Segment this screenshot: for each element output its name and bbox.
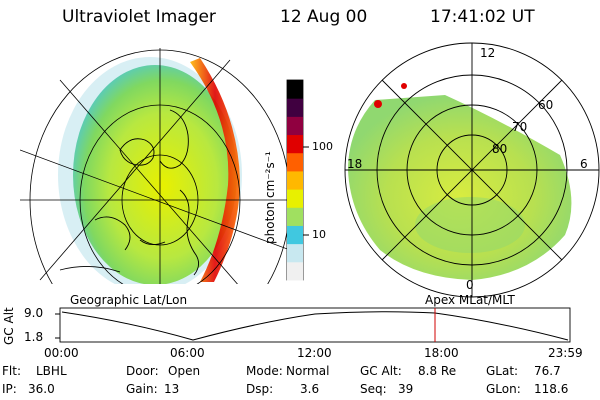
altitude-xtick: 23:59 xyxy=(548,346,583,360)
mode-label: Mode: xyxy=(246,364,283,378)
mlat-label-70: 70 xyxy=(512,120,528,134)
gcalt-label: GC Alt: xyxy=(360,364,402,378)
date-label: 12 Aug 00 xyxy=(280,7,368,27)
mlat-label-60: 60 xyxy=(538,98,554,112)
altitude-xtick: 18:00 xyxy=(424,346,459,360)
colorbar-segment xyxy=(287,170,303,190)
gain-value: 13 xyxy=(164,382,180,396)
dsp-value: 3.6 xyxy=(300,382,320,396)
gain-label: Gain: xyxy=(126,382,158,396)
altitude-ytick-top: 9.0 xyxy=(24,306,44,320)
colorbar-segment xyxy=(287,189,303,208)
seq-label: Seq: xyxy=(360,382,387,396)
colorbar-tick-10: 10 xyxy=(312,228,326,241)
geographic-caption: Geographic Lat/Lon xyxy=(70,293,188,307)
colorbar-segment xyxy=(287,152,303,172)
colorbar-segment xyxy=(287,243,303,263)
altitude-xtick: 06:00 xyxy=(170,346,205,360)
mlt-label-18: 18 xyxy=(347,157,363,171)
geographic-map xyxy=(20,48,288,284)
altitude-xtick: 12:00 xyxy=(297,346,332,360)
time-label: 17:41:02 UT xyxy=(430,7,535,27)
mlt-label-12: 12 xyxy=(480,46,496,60)
colorbar-segment xyxy=(287,116,303,136)
apex-caption: Apex MLat/MLT xyxy=(425,293,515,307)
glon-value: 118.6 xyxy=(534,382,569,396)
color-bar xyxy=(286,79,309,281)
mode-value: Normal xyxy=(286,364,330,378)
colorbar-segment xyxy=(287,261,303,281)
colorbar-segment xyxy=(287,225,303,245)
altitude-ytick-bottom: 1.8 xyxy=(24,330,44,344)
door-value: Open xyxy=(168,364,201,378)
altitude-xtick: 00:00 xyxy=(44,346,79,360)
glat-value: 76.7 xyxy=(534,364,561,378)
colorbar-segment xyxy=(287,134,303,154)
gcalt-value: 8.8 Re xyxy=(418,364,457,378)
door-label: Door: xyxy=(126,364,159,378)
colorbar-segment xyxy=(287,98,303,117)
ip-value: 36.0 xyxy=(28,382,55,396)
altitude-ylabel: GC Alt xyxy=(2,307,16,345)
ip-label: IP: xyxy=(2,382,17,396)
dsp-label: Dsp: xyxy=(246,382,274,396)
seq-value: 39 xyxy=(398,382,414,396)
instrument-title: Ultraviolet Imager xyxy=(62,7,216,27)
colorbar-unit-label: photon cm⁻²s⁻¹ xyxy=(263,151,277,244)
mlt-label-0: 0 xyxy=(466,278,474,292)
colorbar-tick-100: 100 xyxy=(312,140,333,153)
colorbar-segment xyxy=(287,207,303,226)
altitude-plot xyxy=(55,307,571,343)
mlt-label-6: 6 xyxy=(580,157,588,171)
glon-label: GLon: xyxy=(486,382,521,396)
glat-label: GLat: xyxy=(486,364,519,378)
colorbar-segment xyxy=(287,80,303,99)
mlat-label-80: 80 xyxy=(492,142,508,156)
flt-label: Flt: xyxy=(2,364,21,378)
mlt-dial xyxy=(344,42,600,298)
flt-value: LBHL xyxy=(36,364,67,378)
